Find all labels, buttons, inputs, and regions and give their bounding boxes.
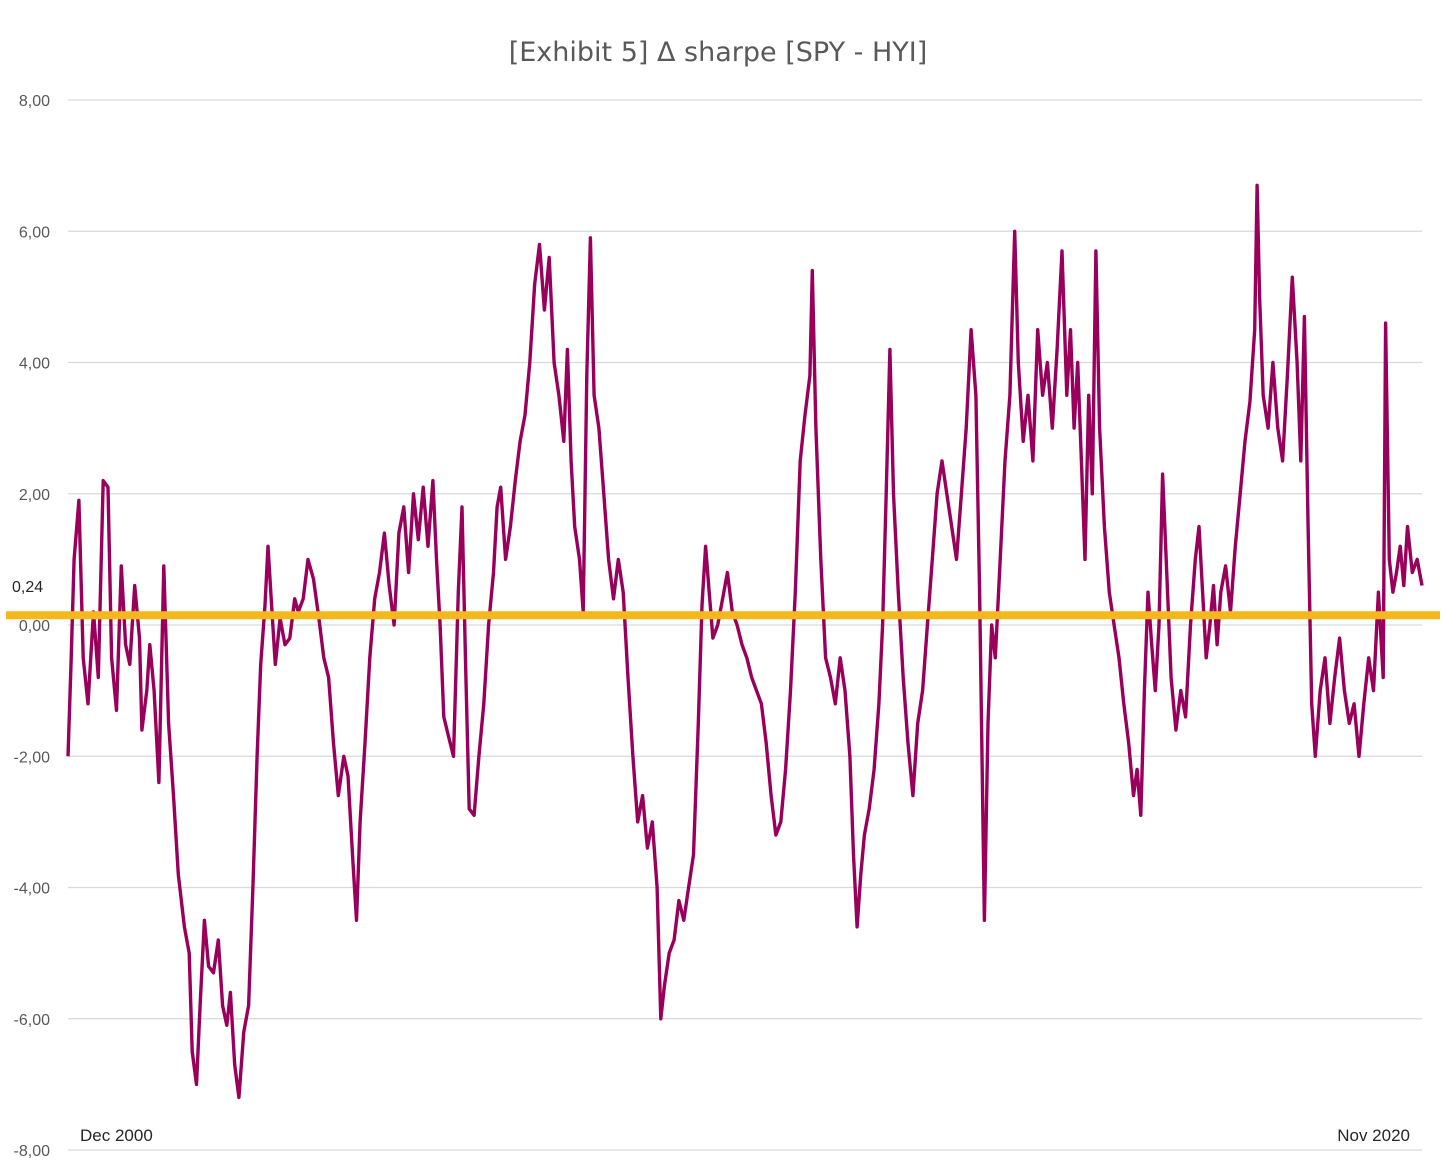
reference-line-label: 0,24 — [12, 579, 43, 596]
y-tick-label: -6,00 — [14, 1012, 51, 1029]
y-tick-label: -2,00 — [14, 749, 51, 766]
y-tick-label: 4,00 — [19, 356, 50, 373]
y-tick-label: -4,00 — [14, 881, 51, 898]
y-tick-label: -8,00 — [14, 1143, 51, 1160]
y-axis-tick-labels: 8,00 6,00 4,00 2,00 0,00 -2,00 -4,00 -6,00 -8,00 — [14, 93, 51, 1160]
y-tick-label: 8,00 — [19, 93, 50, 110]
chart-title: [Exhibit 5] Δ sharpe [SPY - HYI] — [509, 37, 928, 68]
series-line-delta-sharpe — [66, 183, 1424, 1100]
y-tick-label: 6,00 — [19, 224, 50, 241]
x-tick-label-end: Nov 2020 — [1337, 1126, 1410, 1145]
x-tick-label-start: Dec 2000 — [80, 1126, 153, 1145]
y-tick-label: 0,00 — [19, 618, 50, 635]
gridlines — [68, 99, 1422, 1151]
y-tick-label: 2,00 — [19, 487, 50, 504]
